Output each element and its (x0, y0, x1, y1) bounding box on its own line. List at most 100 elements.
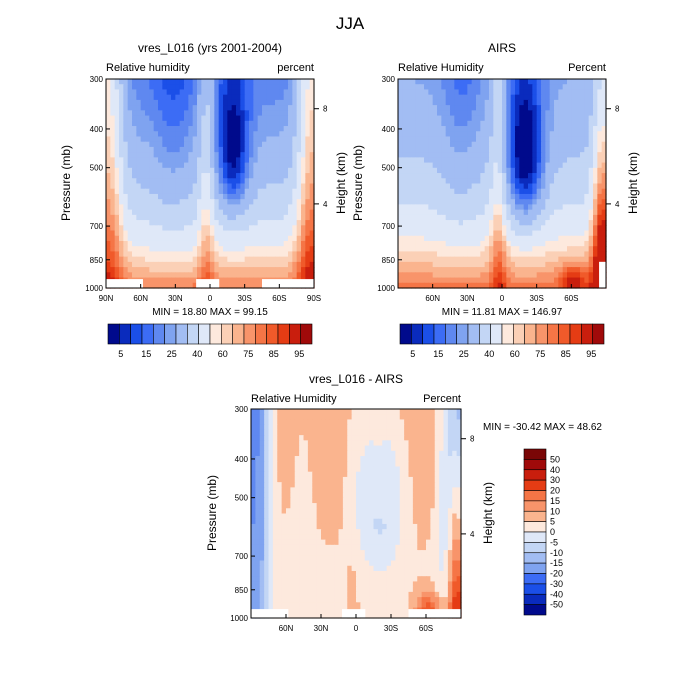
field-cell (218, 105, 224, 111)
field-cell (106, 220, 111, 226)
field-cell (123, 105, 129, 111)
field-cell (541, 94, 546, 101)
field-cell (223, 209, 228, 216)
field-cell (227, 110, 233, 117)
field-cell (430, 513, 436, 520)
field-cell (281, 518, 287, 525)
field-cell (192, 261, 198, 268)
field-cell (197, 225, 202, 232)
field-cell (519, 204, 525, 211)
field-cell (523, 146, 529, 153)
field-cell (536, 99, 542, 106)
field-cell (275, 235, 280, 242)
field-cell (149, 220, 155, 226)
field-cell (588, 261, 594, 268)
field-cell (329, 424, 335, 431)
field-cell (119, 173, 124, 179)
field-cell (119, 225, 124, 232)
field-cell (253, 141, 259, 148)
field-cell (541, 267, 546, 273)
field-cell (399, 482, 405, 488)
field-cell (114, 105, 120, 111)
field-cell (515, 167, 520, 174)
field-cell (489, 214, 494, 221)
field-cell (502, 188, 507, 195)
field-cell (597, 225, 603, 232)
field-cell (382, 445, 388, 452)
field-cell (272, 487, 278, 494)
field-cell (275, 152, 280, 158)
field-cell (303, 476, 309, 483)
field-cell (114, 131, 120, 138)
field-cell (601, 256, 607, 263)
field-cell (264, 503, 270, 509)
field-cell (132, 193, 137, 200)
field-cell (316, 424, 322, 431)
field-cell (402, 84, 408, 91)
field-cell (536, 193, 542, 200)
field-cell (307, 476, 313, 483)
field-cell (184, 240, 189, 247)
field-cell (497, 240, 503, 247)
field-cell (404, 471, 410, 478)
field-cell (519, 105, 525, 111)
field-cell (262, 167, 267, 174)
field-cell (484, 209, 490, 216)
field-cell (447, 414, 453, 421)
field-cell (426, 508, 431, 515)
field-cell (145, 167, 150, 174)
field-cell (489, 136, 494, 143)
field-cell (240, 277, 246, 284)
field-cell (316, 497, 322, 504)
field-cell (227, 89, 233, 96)
field-cell (184, 225, 189, 232)
field-cell (575, 193, 581, 200)
field-cell (214, 131, 220, 138)
field-cell (523, 246, 529, 253)
field-cell (290, 461, 296, 468)
field-cell (249, 261, 254, 268)
field-cell (158, 162, 163, 169)
field-cell (214, 110, 220, 117)
field-cell (347, 419, 353, 426)
field-cell (309, 157, 315, 164)
field-cell (432, 152, 438, 158)
field-cell (275, 89, 280, 96)
field-cell (439, 419, 445, 426)
field-cell (398, 141, 403, 148)
field-cell (244, 126, 250, 132)
field-cell (270, 136, 276, 143)
field-cell (214, 272, 220, 279)
field-cell (580, 79, 585, 85)
field-cell (441, 251, 447, 258)
field-cell (549, 209, 555, 216)
field-cell (580, 256, 585, 263)
field-cell (428, 272, 434, 279)
field-cell (584, 256, 590, 263)
field-cell (279, 214, 285, 221)
field-cell (136, 204, 142, 211)
field-cell (437, 126, 442, 132)
field-cell (136, 178, 142, 185)
field-cell (325, 424, 331, 431)
field-cell (417, 445, 423, 452)
field-cell (406, 282, 412, 289)
field-cell (382, 456, 388, 462)
field-cell (528, 178, 533, 185)
field-cell (463, 146, 468, 153)
field-cell (162, 173, 168, 179)
field-cell (312, 419, 318, 426)
field-cell (463, 105, 468, 111)
field-cell (312, 471, 318, 478)
field-cell (153, 146, 159, 153)
field-cell (519, 225, 525, 232)
field-cell (406, 152, 412, 158)
field-cell (558, 146, 564, 153)
field-cell (253, 131, 259, 138)
field-cell (262, 173, 267, 179)
field-cell (580, 126, 585, 132)
field-cell (601, 162, 607, 169)
field-cell (266, 246, 272, 253)
field-cell (236, 277, 241, 284)
field-cell (106, 167, 111, 174)
